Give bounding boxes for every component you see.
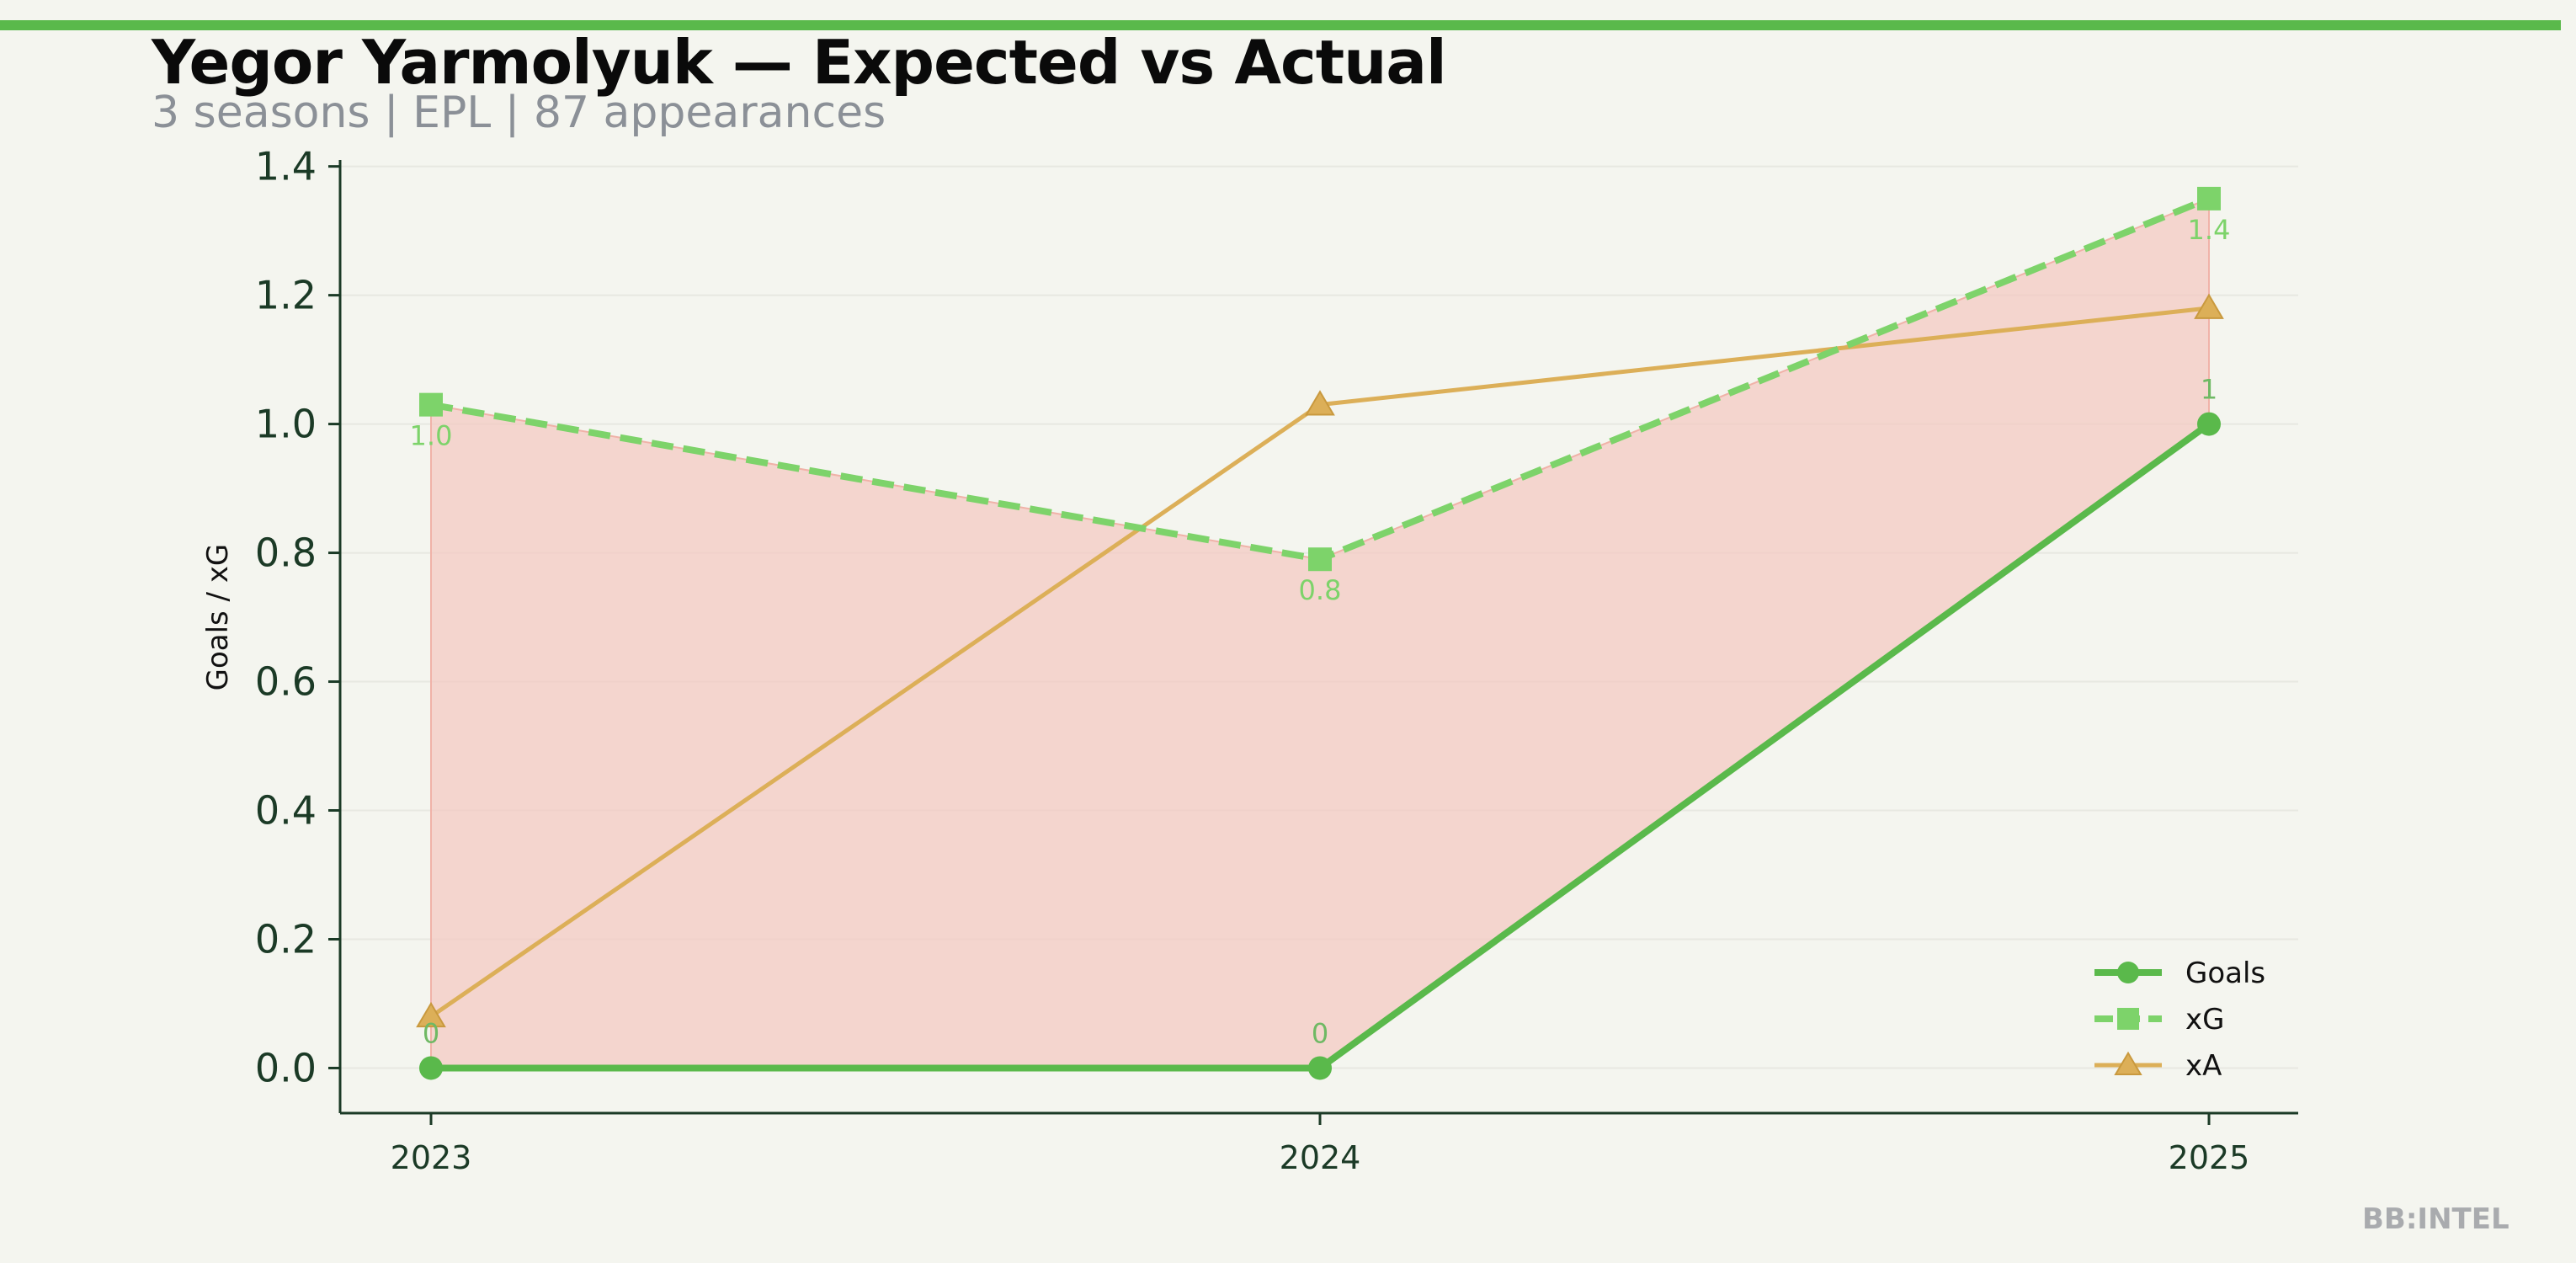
xg-point	[2197, 186, 2221, 210]
xa-point	[1305, 390, 1335, 416]
legend-marker-xg	[2117, 1008, 2139, 1030]
goals-data-label: 0	[423, 1017, 439, 1049]
y-tick-label: 0.6	[255, 659, 317, 705]
x-tick-label: 2023	[391, 1139, 472, 1176]
goals-data-label: 1	[2201, 374, 2217, 406]
xa-point	[416, 1001, 446, 1028]
xa-point	[2194, 293, 2224, 319]
goals-point	[1308, 1056, 1332, 1080]
x-tick-label: 2025	[2169, 1139, 2250, 1176]
y-axis-label: Goals / xG	[201, 544, 235, 691]
xg-data-label: 1.4	[2188, 214, 2231, 246]
goals-point	[2197, 412, 2221, 436]
xg-data-label: 1.0	[410, 420, 453, 452]
legend-label-xg: xG	[2185, 1003, 2224, 1037]
y-tick-label: 1.4	[255, 144, 317, 189]
goals-data-label: 0	[1312, 1017, 1328, 1049]
y-tick-label: 0.2	[255, 916, 317, 962]
legend-marker-xa	[2114, 1051, 2142, 1076]
y-tick-label: 0.8	[255, 530, 317, 576]
y-tick-label: 1.0	[255, 402, 317, 447]
chart-title: Yegor Yarmolyuk — Expected vs Actual	[152, 27, 1447, 98]
x-tick-label: 2024	[1280, 1139, 1361, 1176]
y-tick-label: 0.0	[255, 1045, 317, 1090]
legend-label-xa: xA	[2185, 1049, 2222, 1083]
y-tick-label: 0.4	[255, 788, 317, 834]
legend-label-goals: Goals	[2185, 957, 2265, 990]
legend-marker-goals	[2117, 962, 2139, 983]
top-accent-bar	[0, 20, 2561, 30]
xg-point	[419, 392, 443, 417]
chart-subtitle: 3 seasons | EPL | 87 appearances	[152, 88, 886, 138]
watermark: BB:INTEL	[2362, 1202, 2509, 1236]
y-tick-label: 1.2	[255, 273, 317, 318]
goals-point	[419, 1056, 443, 1080]
area-gap-goals-xg	[430, 197, 2210, 1069]
xg-point	[1308, 547, 1332, 572]
xg-data-label: 0.8	[1299, 574, 1342, 606]
